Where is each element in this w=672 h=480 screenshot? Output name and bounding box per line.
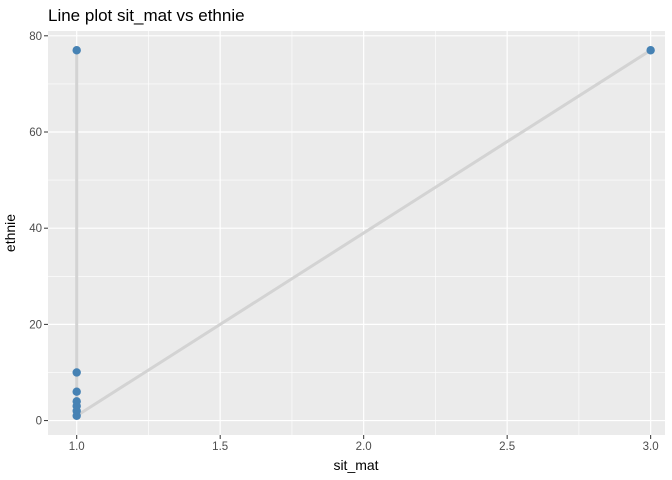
chart-title: Line plot sit_mat vs ethnie	[48, 6, 245, 25]
data-point	[646, 46, 655, 55]
data-point	[72, 387, 81, 396]
y-tick-label: 0	[36, 416, 42, 428]
x-tick-label: 1.5	[212, 441, 228, 453]
x-tick-label: 3.0	[643, 441, 659, 453]
data-point	[72, 46, 81, 55]
x-axis-label: sit_mat	[333, 457, 378, 473]
y-axis-ticks: 0 20 40 60 80	[29, 31, 48, 428]
series-points	[72, 46, 655, 420]
data-point	[72, 368, 81, 377]
y-tick-label: 80	[29, 31, 42, 43]
y-tick-label: 60	[29, 127, 42, 139]
x-tick-label: 2.5	[499, 441, 515, 453]
y-tick-label: 40	[29, 223, 42, 235]
x-tick-label: 2.0	[356, 441, 372, 453]
x-axis-ticks: 1.0 1.5 2.0 2.5 3.0	[69, 435, 659, 453]
data-point	[72, 411, 81, 420]
y-tick-label: 20	[29, 319, 42, 331]
x-tick-label: 1.0	[69, 441, 85, 453]
grid-minor	[48, 31, 665, 435]
y-axis-label: ethnie	[2, 214, 18, 252]
